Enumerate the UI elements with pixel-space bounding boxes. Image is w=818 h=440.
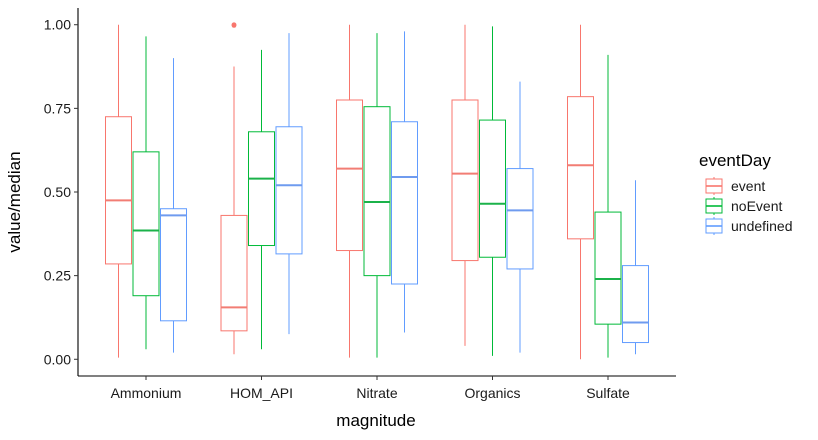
- y-axis: 0.00 0.25 0.50 0.75 1.00: [44, 8, 79, 376]
- box-iqr: [567, 96, 594, 240]
- box-noEvent-Ammonium: [132, 36, 160, 350]
- legend-label-noEvent: noEvent: [731, 198, 782, 214]
- box-undefined-Ammonium: [160, 58, 187, 353]
- x-axis: Ammonium HOM_API Nitrate Organics Sulfate: [78, 375, 676, 401]
- box-iqr: [622, 265, 649, 344]
- legend-key-event: [705, 177, 723, 195]
- x-tick-label: Nitrate: [356, 385, 397, 401]
- box-event-Organics: [451, 24, 479, 346]
- box-undefined-Sulfate: [622, 180, 649, 355]
- box-undefined-Organics: [506, 81, 534, 353]
- box-event-Ammonium: [105, 24, 132, 358]
- box-iqr: [105, 116, 132, 265]
- box-undefined-Nitrate: [391, 31, 418, 333]
- box-iqr: [220, 214, 248, 332]
- box-undefined-HOM_API: [275, 33, 303, 335]
- plot-panel: [105, 22, 649, 360]
- x-axis-title: magnitude: [336, 411, 415, 430]
- legend-key-noEvent: [705, 197, 723, 215]
- box-iqr: [275, 126, 303, 255]
- outlier-point: [231, 22, 237, 28]
- legend: eventDay event noEvent undefined: [699, 151, 793, 235]
- box-noEvent-Sulfate: [594, 54, 622, 358]
- y-tick-label: 0.75: [44, 100, 71, 116]
- box-event-HOM_API: [220, 22, 248, 355]
- box-iqr: [336, 99, 363, 252]
- x-tick-label: HOM_API: [230, 385, 293, 401]
- legend-label-event: event: [731, 178, 765, 194]
- box-iqr: [451, 99, 479, 262]
- y-tick-label: 0.25: [44, 268, 71, 284]
- x-tick-label: Sulfate: [586, 385, 630, 401]
- box-iqr: [132, 151, 160, 297]
- box-iqr: [363, 106, 391, 277]
- x-tick-label: Organics: [464, 385, 520, 401]
- box-event-Sulfate: [567, 24, 594, 360]
- legend-label-undefined: undefined: [731, 218, 793, 234]
- x-tick-label: Ammonium: [111, 385, 182, 401]
- y-tick-label: 1.00: [44, 17, 71, 33]
- box-noEvent-HOM_API: [248, 49, 275, 350]
- box-iqr: [160, 208, 187, 322]
- y-tick-label: 0.50: [44, 184, 71, 200]
- box-noEvent-Nitrate: [363, 33, 391, 358]
- box-iqr: [479, 119, 506, 258]
- box-iqr: [506, 168, 534, 270]
- box-noEvent-Organics: [479, 26, 506, 356]
- legend-key-undefined: [705, 217, 723, 235]
- y-tick-label: 0.00: [44, 351, 71, 367]
- box-iqr: [594, 211, 622, 325]
- box-iqr: [248, 131, 275, 247]
- box-iqr: [391, 121, 418, 285]
- box-event-Nitrate: [336, 24, 363, 358]
- y-axis-title: value/median: [5, 151, 24, 252]
- legend-title: eventDay: [699, 151, 771, 170]
